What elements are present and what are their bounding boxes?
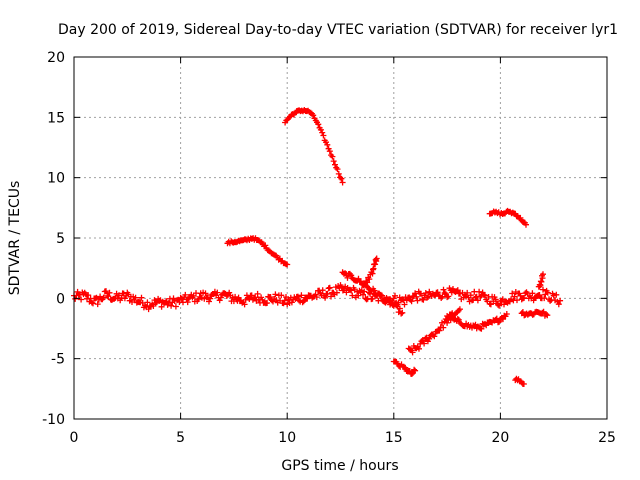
series-segment-recovery	[405, 306, 463, 356]
grid-lines	[74, 57, 607, 419]
series-segment-late-arc	[486, 207, 529, 228]
series-segment-low-mid	[444, 311, 510, 332]
y-tick-label: 0	[56, 291, 65, 307]
y-tick-label: 5	[56, 231, 65, 247]
y-tick-label: 20	[47, 50, 65, 66]
series-segment-baseline-main	[71, 282, 564, 313]
y-tick-label: -5	[51, 352, 65, 368]
series-segment-late-dip	[512, 375, 527, 387]
series-segment-arc-peak	[282, 107, 346, 186]
series-segment-late-low	[518, 308, 551, 319]
y-tick-label: 10	[47, 171, 65, 187]
series-segment-spike-22	[535, 271, 546, 290]
x-tick-label: 25	[598, 430, 616, 446]
x-tick-label: 15	[385, 430, 403, 446]
x-tick-label: 10	[278, 430, 296, 446]
series-segment-mid-arc	[224, 235, 291, 268]
x-axis-title: GPS time / hours	[281, 458, 398, 474]
x-tick-label: 5	[176, 430, 185, 446]
axis-ticks: 0 5 10 15 20 25 -10 -5 0 5 10 15 20	[42, 50, 616, 446]
y-tick-label: -10	[42, 412, 65, 428]
y-tick-label: 15	[47, 110, 65, 126]
data-points	[71, 107, 564, 387]
x-tick-label: 0	[70, 430, 79, 446]
y-axis-title: SDTVAR / TECUs	[7, 181, 23, 296]
series-segment-rising-13	[339, 269, 406, 317]
series-segment-dip-15	[390, 358, 419, 377]
chart-title: Day 200 of 2019, Sidereal Day-to-day VTE…	[58, 22, 618, 38]
x-tick-label: 20	[491, 430, 509, 446]
